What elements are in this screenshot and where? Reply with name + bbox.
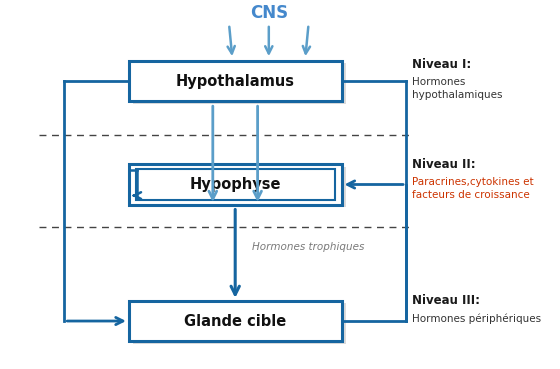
Text: Hormones
hypothalamiques: Hormones hypothalamiques	[412, 77, 502, 100]
FancyBboxPatch shape	[133, 63, 346, 104]
Text: Paracrines,cytokines et
facteurs de croissance: Paracrines,cytokines et facteurs de croi…	[412, 177, 533, 200]
Text: Niveau II:: Niveau II:	[412, 158, 475, 171]
FancyBboxPatch shape	[133, 167, 346, 207]
Text: Glande cible: Glande cible	[184, 314, 286, 328]
Text: Hypothalamus: Hypothalamus	[176, 74, 295, 89]
FancyBboxPatch shape	[133, 303, 346, 344]
FancyBboxPatch shape	[129, 61, 342, 101]
Text: Hormones trophiques: Hormones trophiques	[252, 242, 365, 252]
Text: Niveau III:: Niveau III:	[412, 294, 479, 307]
FancyBboxPatch shape	[129, 301, 342, 341]
FancyBboxPatch shape	[129, 164, 342, 205]
Text: Hypophyse: Hypophyse	[189, 177, 281, 192]
Text: Hormones périphériques: Hormones périphériques	[412, 314, 541, 324]
Text: Niveau I:: Niveau I:	[412, 58, 471, 71]
Text: CNS: CNS	[250, 4, 288, 22]
